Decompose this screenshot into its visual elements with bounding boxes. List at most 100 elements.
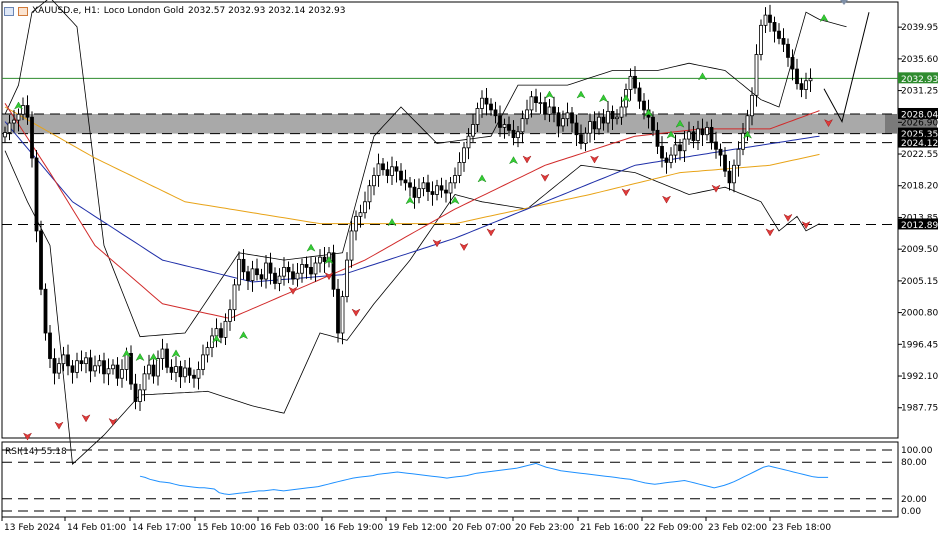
level-price-box-text: 2025.35 (901, 130, 938, 140)
chart-frame (1, 1, 899, 518)
buy-arrow-icon (576, 90, 586, 99)
main-panel-border (1, 1, 899, 439)
rsi-tick-label: 20.00 (901, 495, 927, 505)
candle-body (556, 112, 561, 127)
candle (408, 176, 412, 197)
candle (417, 178, 421, 204)
candle (111, 359, 115, 375)
candle (516, 125, 520, 148)
candle (75, 352, 79, 379)
candle (322, 246, 327, 273)
candle (336, 279, 340, 343)
candle (574, 115, 579, 146)
candle-body (606, 110, 610, 124)
candle-body (43, 288, 48, 334)
candle (637, 82, 642, 109)
shift-marker-icon (840, 0, 848, 5)
candle-body (687, 131, 691, 140)
y-tick-label: 2009.50 (901, 245, 938, 255)
candle (763, 7, 768, 33)
candle (525, 99, 529, 125)
candle (655, 122, 660, 155)
candle-body (660, 145, 664, 159)
candle-body (790, 57, 795, 70)
candle-body (57, 363, 61, 374)
buy-arrow-icon (405, 196, 415, 205)
candle (300, 258, 304, 283)
candle-body (412, 186, 417, 198)
candle (106, 358, 111, 386)
candle-body (579, 134, 583, 144)
candle (48, 324, 52, 369)
ohlc-label: 2032.57 2032.93 2032.14 2032.93 (188, 6, 346, 16)
buy-arrow-icon (148, 353, 159, 362)
y-tick-label: 2000.80 (901, 309, 938, 319)
candle (588, 113, 592, 143)
candle-body (304, 264, 309, 268)
candle (93, 355, 97, 377)
candle (192, 369, 196, 388)
sell-arrow-icon (108, 417, 118, 427)
candle-body (403, 179, 408, 184)
chart-window-icon[interactable] (4, 6, 14, 16)
candle-body (475, 108, 480, 125)
candle-body (61, 354, 66, 365)
candle-body (3, 132, 7, 138)
candle (682, 131, 687, 163)
candle (736, 141, 741, 177)
candle (66, 344, 70, 376)
buy-arrow-icon (598, 94, 609, 103)
buy-arrow-icon (666, 130, 676, 139)
candle-body (174, 366, 178, 373)
buy-arrow-icon (643, 108, 654, 117)
buy-arrow-icon (697, 72, 708, 81)
candle (475, 102, 480, 133)
candle-body (786, 43, 790, 58)
candle-body (795, 68, 799, 85)
candle (318, 249, 322, 273)
candle-body (106, 368, 111, 375)
candle (673, 134, 678, 163)
candle-body (799, 83, 804, 90)
candle-body (408, 182, 412, 188)
candle (273, 267, 277, 290)
buy-arrow-icon (387, 218, 397, 227)
candle-body (435, 185, 439, 195)
candle (70, 359, 75, 384)
candle-body (21, 105, 25, 115)
candle-body (642, 100, 646, 111)
candle-body (358, 212, 363, 217)
candle-body (169, 366, 174, 373)
candle-body (615, 116, 619, 120)
candle-body (219, 328, 223, 338)
chart-properties-icon[interactable] (18, 6, 28, 16)
chart-header: XAUUSD.e, H1: Loco London Gold 2032.57 2… (4, 6, 345, 16)
candle-body (282, 266, 286, 277)
candle-body (367, 185, 372, 203)
candle-body (466, 135, 471, 149)
candle-body (12, 119, 16, 124)
candle (313, 257, 318, 282)
candle (570, 106, 574, 133)
candle-body (718, 148, 723, 156)
candle (354, 210, 358, 241)
candle-body (34, 157, 39, 232)
price-axis: 2039.95 2035.60 2031.25 2026.90 2022.55 2018.… (898, 23, 938, 414)
candle (597, 111, 601, 135)
candle-body (543, 102, 547, 115)
y-tick-label: 1996.45 (901, 340, 938, 350)
candle (34, 150, 39, 243)
candle (448, 176, 453, 205)
buy-arrow-icon (544, 90, 555, 99)
candle-body (547, 106, 552, 115)
candle (232, 279, 237, 321)
candle (268, 252, 273, 285)
buy-arrow-icon (211, 334, 222, 343)
x-tick-label: 20 Feb 07:00 (452, 523, 511, 533)
candle-body (349, 230, 354, 261)
candle-body (498, 115, 502, 128)
candle (381, 158, 385, 176)
candle (520, 110, 525, 144)
candle-body (655, 129, 660, 147)
